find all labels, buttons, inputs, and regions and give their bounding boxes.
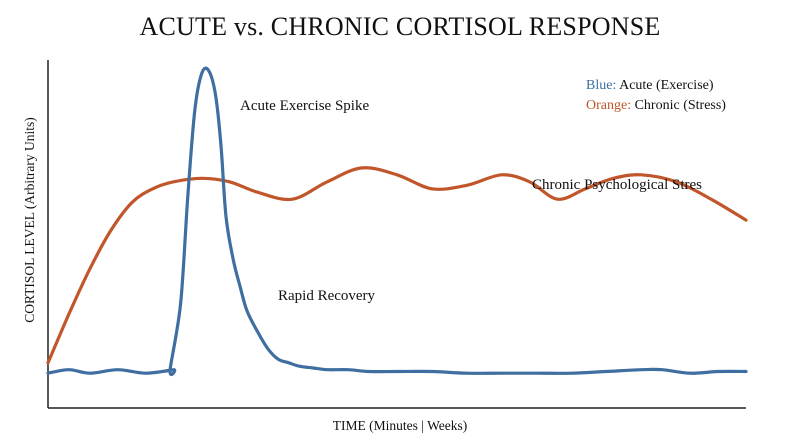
series-lines: [46, 66, 748, 376]
annotation-acute-spike: Acute Exercise Spike: [240, 98, 370, 114]
x-axis-label: TIME (Minutes | Weeks): [332, 418, 468, 433]
legend-key-blue: Blue:: [586, 78, 617, 93]
legend-entry-chronic: Orange: Chronic (Stress): [586, 96, 726, 116]
legend-key-orange: Orange:: [586, 98, 632, 113]
y-axis-label: CORTISOL LEVEL (Arbitrary Units): [22, 117, 37, 323]
annotation-chronic-stress: Chronic Psychological Stres: [532, 177, 702, 193]
series-line-chronic: [46, 166, 748, 365]
legend-label-acute: Acute (Exercise): [619, 78, 714, 93]
chart-title: ACUTE vs. CHRONIC CORTISOL RESPONSE: [139, 12, 661, 41]
legend: Blue: Acute (Exercise) Orange: Chronic (…: [586, 76, 726, 116]
axes: [47, 60, 746, 409]
legend-label-chronic: Chronic (Stress): [634, 98, 726, 113]
series-line-acute: [46, 66, 748, 376]
legend-entry-acute: Blue: Acute (Exercise): [586, 76, 726, 96]
annotation-rapid-recovery: Rapid Recovery: [278, 288, 376, 304]
